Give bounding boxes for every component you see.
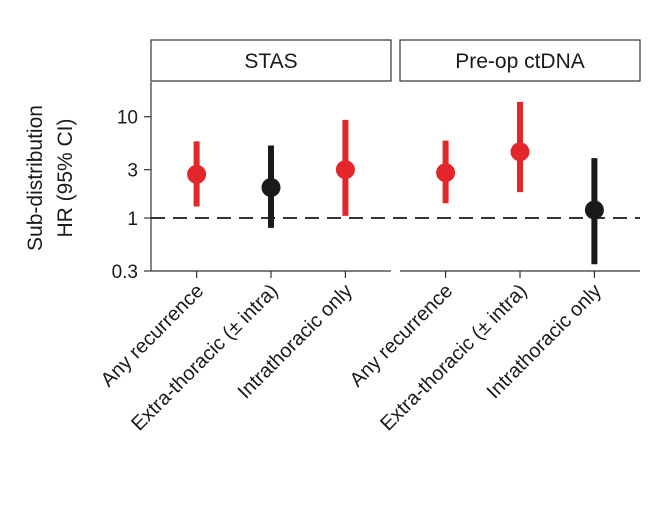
y-tick-label: 3 (127, 161, 138, 182)
y-tick-label: 1 (127, 209, 138, 230)
hr-point-any-recurrence (187, 164, 207, 184)
panel-stas-title: STAS (244, 50, 297, 73)
y-tick-label: 0.3 (112, 262, 138, 283)
panel-preop-ctdna-header-box (399, 39, 641, 82)
category-label-extra-thoracic-intra: Extra-thoracic (± intra) (376, 280, 531, 435)
hr-point-intrathoracic-only (584, 200, 604, 220)
panel-preop-ctdna-title: Pre-op ctDNA (455, 50, 585, 73)
panel-preop-ctdna: Pre-op ctDNA Any recurrenceExtra-thoraci… (346, 39, 641, 435)
y-axis: 0.3 1 3 10 (112, 82, 152, 283)
y-axis-label-line-2: HR (95% CI) (54, 118, 77, 237)
category-label-extra-thoracic-intra: Extra-thoracic (± intra) (127, 280, 282, 435)
y-axis-label-line-1: Sub-distribution (24, 105, 47, 251)
hr-point-any-recurrence (436, 163, 456, 183)
hr-point-extra-thoracic-intra (510, 142, 530, 162)
panel-preop-ctdna-marks (436, 101, 604, 278)
hr-point-intrathoracic-only (335, 160, 355, 180)
y-tick-label: 10 (117, 108, 138, 129)
panel-stas-header-box (150, 39, 392, 82)
hr-point-extra-thoracic-intra (261, 178, 281, 198)
y-ticks: 0.3 1 3 10 (112, 108, 151, 283)
panel-stas-marks (187, 119, 355, 278)
